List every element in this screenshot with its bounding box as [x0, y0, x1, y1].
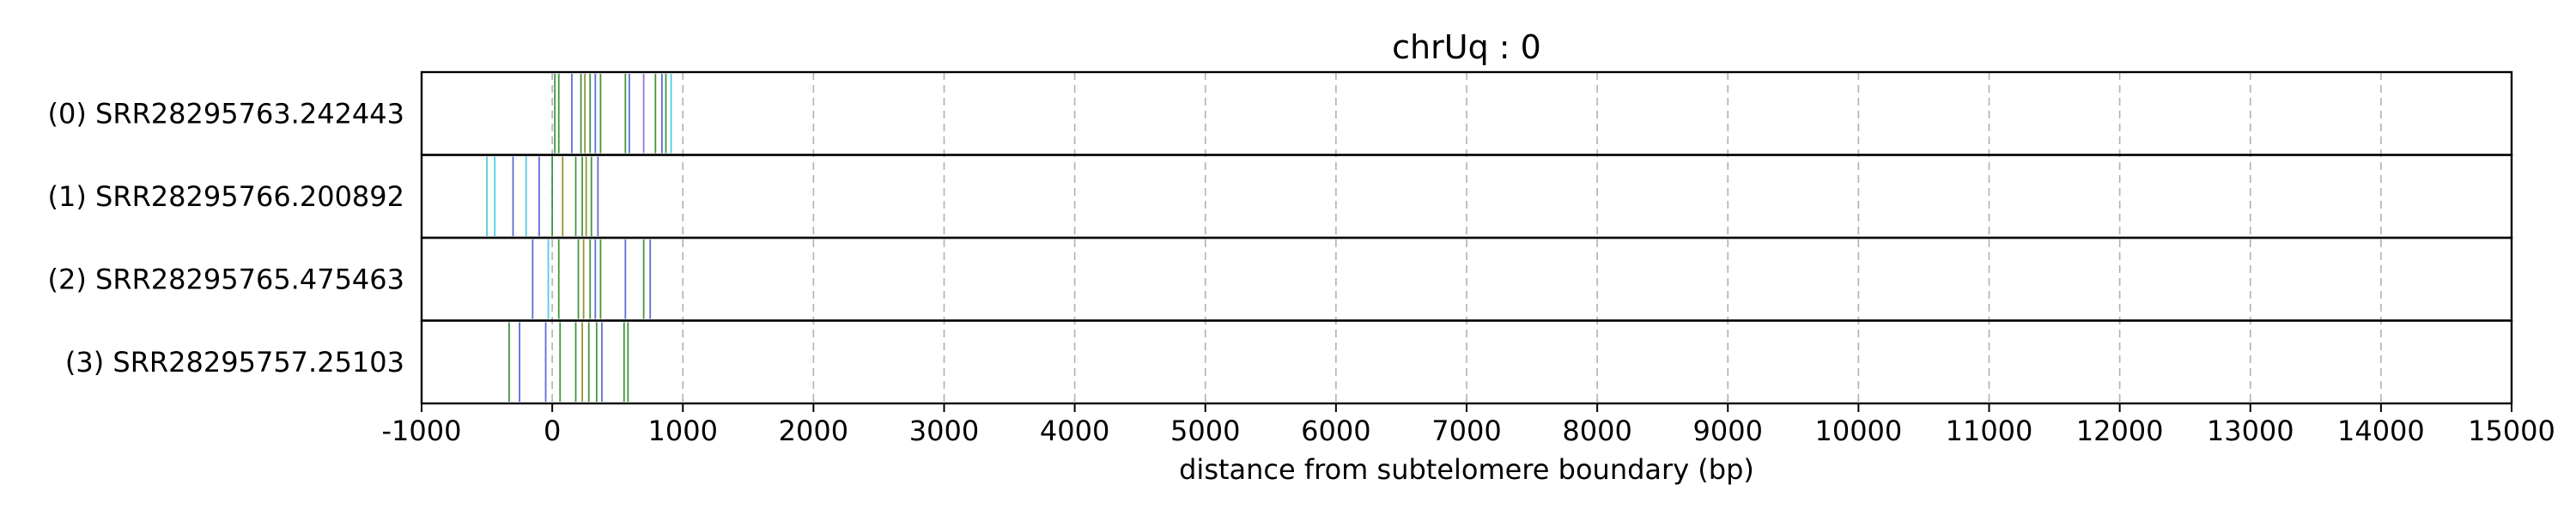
- chart-title: chrUq : 0: [1392, 28, 1541, 66]
- read-label: (1) SRR28295766.200892: [48, 180, 404, 213]
- x-tick-label: 2000: [779, 415, 848, 447]
- x-tick-label: 7000: [1431, 415, 1501, 447]
- x-axis: -1000 0 1000 2000 3000 4000 5000 6000 7000 8000 90…: [382, 403, 2555, 447]
- x-tick-label: 10000: [1814, 415, 1902, 447]
- track-frames: [420, 70, 2513, 405]
- read-label: (2) SRR28295765.475463: [48, 263, 404, 295]
- x-tick-label: 0: [544, 415, 561, 447]
- x-tick-label: 11000: [1946, 415, 2033, 447]
- row-labels: (0) SRR28295763.242443 (1) SRR28295766.20…: [48, 97, 404, 379]
- x-tick-label: 6000: [1301, 415, 1370, 447]
- read-marks: [486, 74, 672, 402]
- x-tick-label: -1000: [382, 415, 462, 447]
- x-tick-label: 5000: [1170, 415, 1240, 447]
- x-axis-label: distance from subtelomere boundary (bp): [1179, 453, 1754, 486]
- x-tick-label: 13000: [2207, 415, 2294, 447]
- read-label: (0) SRR28295763.242443: [48, 97, 404, 130]
- x-tick-label: 9000: [1693, 415, 1763, 447]
- x-tick-label: 12000: [2076, 415, 2164, 447]
- x-tick-label: 15000: [2468, 415, 2555, 447]
- x-tick-label: 14000: [2337, 415, 2425, 447]
- x-tick-label: 3000: [909, 415, 979, 447]
- gridlines: [551, 72, 2382, 403]
- read-label: (3) SRR28295757.25103: [65, 346, 404, 379]
- x-tick-label: 1000: [648, 415, 718, 447]
- x-tick-label: 8000: [1562, 415, 1631, 447]
- x-tick-label: 4000: [1040, 415, 1109, 447]
